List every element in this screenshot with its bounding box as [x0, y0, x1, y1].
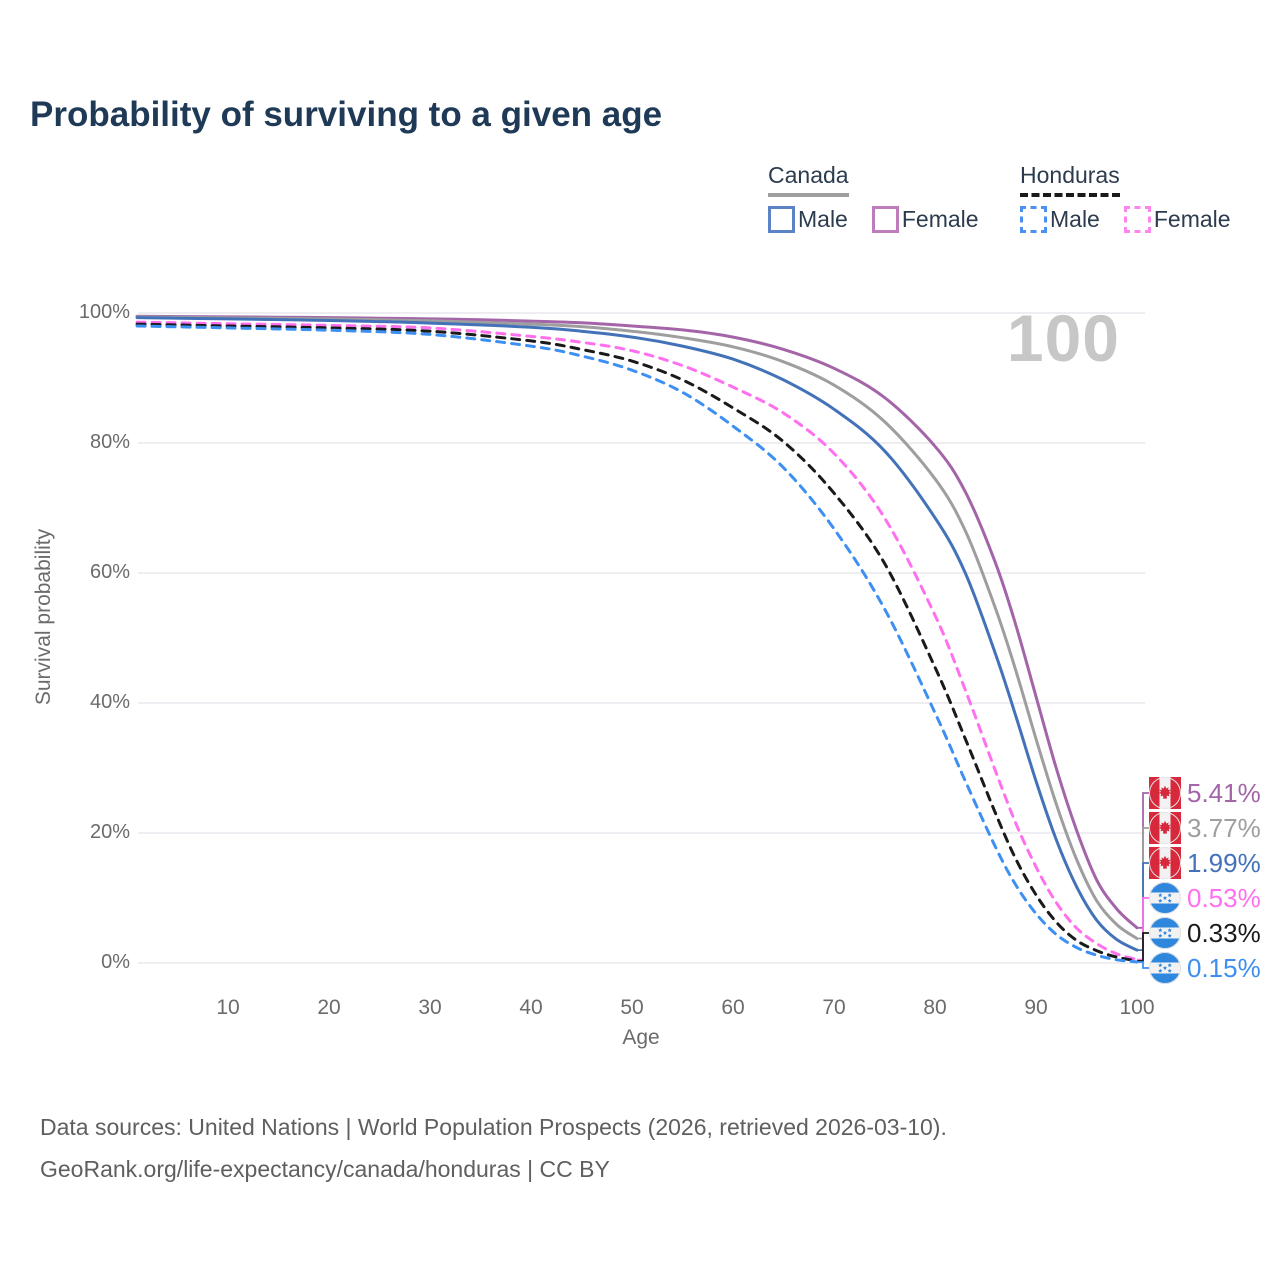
- honduras-female-swatch-icon: [1123, 206, 1151, 233]
- end-label-canada-male: 1.99%: [1149, 846, 1261, 880]
- x-tick-label: 20: [317, 996, 341, 1019]
- end-label-connector-honduras-female: [1137, 897, 1149, 961]
- legend-canada-row: Male Female: [768, 206, 979, 233]
- series-line-honduras-female: [135, 320, 1139, 962]
- end-label-value-honduras-female: 0.53%: [1187, 882, 1261, 913]
- series-line-canada-female: [135, 314, 1139, 930]
- y-tick-label: 20%: [89, 821, 130, 843]
- page-title: Probability of surviving to a given age: [30, 95, 663, 134]
- y-tick-label: 100%: [78, 301, 130, 323]
- honduras-flag-icon: [1149, 882, 1181, 914]
- canada-flag-icon: [1149, 847, 1181, 879]
- series-line-canada-male: [135, 316, 1139, 952]
- legend-honduras-row: Male Female: [1020, 206, 1231, 233]
- x-tick-label: 100: [1119, 996, 1155, 1019]
- legend-honduras-male[interactable]: Male: [1020, 206, 1100, 233]
- end-label-connector-honduras-both: [1137, 932, 1149, 962]
- legend-group-honduras: Honduras Male Female: [1020, 162, 1231, 233]
- legend-canada-female-label: Female: [901, 206, 979, 232]
- x-axis-title: Age: [622, 1026, 660, 1049]
- series-line-honduras-male: [135, 324, 1139, 964]
- legend-honduras-male-label: Male: [1050, 206, 1100, 232]
- y-axis-title: Survival probability: [32, 528, 55, 706]
- legend-honduras-female[interactable]: Female: [1123, 206, 1231, 233]
- end-label-canada-both: 3.77%: [1149, 811, 1261, 845]
- y-tick-label: 60%: [89, 561, 130, 583]
- honduras-flag-icon: [1149, 952, 1181, 984]
- end-label-value-honduras-both: 0.33%: [1187, 917, 1261, 948]
- legend-honduras-female-label: Female: [1153, 206, 1231, 232]
- end-label-connector-honduras-male: [1137, 961, 1149, 969]
- x-tick-label: 80: [923, 996, 947, 1019]
- x-tick-label: 30: [418, 996, 442, 1019]
- honduras-male-swatch-icon: [1020, 206, 1047, 233]
- footer-attribution: GeoRank.org/life-expectancy/canada/hondu…: [40, 1156, 610, 1182]
- y-tick-label: 0%: [101, 951, 130, 973]
- canada-female-swatch-icon: [871, 206, 899, 233]
- canada-flag-icon: [1149, 812, 1181, 844]
- end-label-value-honduras-male: 0.15%: [1187, 952, 1261, 983]
- canada-male-swatch-icon: [768, 206, 795, 233]
- legend-canada-male[interactable]: Male: [768, 206, 848, 233]
- x-tick-label: 40: [519, 996, 543, 1019]
- legend-canada-female[interactable]: Female: [871, 206, 979, 233]
- x-tick-label: 90: [1024, 996, 1048, 1019]
- end-label-value-canada-male: 1.99%: [1187, 847, 1261, 878]
- series-line-canada-both: [135, 315, 1139, 940]
- x-tick-label: 50: [620, 996, 644, 1019]
- honduras-flag-icon: [1149, 917, 1181, 949]
- age-watermark: 100: [1006, 301, 1120, 375]
- footer: Data sources: United Nations | World Pop…: [40, 1106, 947, 1190]
- series-line-honduras-both: [135, 322, 1139, 963]
- legend-honduras-label: Honduras: [1020, 162, 1120, 197]
- x-tick-label: 70: [822, 996, 846, 1019]
- y-tick-label: 80%: [89, 431, 130, 453]
- x-tick-label: 60: [721, 996, 745, 1019]
- legend-canada-label: Canada: [768, 162, 849, 197]
- y-tick-label: 40%: [89, 691, 130, 713]
- footer-data-sources: Data sources: United Nations | World Pop…: [40, 1114, 947, 1140]
- end-label-canada-female: 5.41%: [1149, 776, 1261, 810]
- canada-flag-icon: [1149, 777, 1181, 809]
- legend-canada-male-label: Male: [798, 206, 848, 232]
- end-label-honduras-both: 0.33%: [1149, 916, 1261, 950]
- x-tick-label: 10: [216, 996, 240, 1019]
- end-label-value-canada-female: 5.41%: [1187, 777, 1261, 808]
- end-label-value-canada-both: 3.77%: [1187, 812, 1261, 843]
- legend-group-canada: Canada Male Female: [768, 162, 979, 233]
- end-label-honduras-female: 0.53%: [1149, 881, 1261, 915]
- end-label-honduras-male: 0.15%: [1149, 951, 1261, 985]
